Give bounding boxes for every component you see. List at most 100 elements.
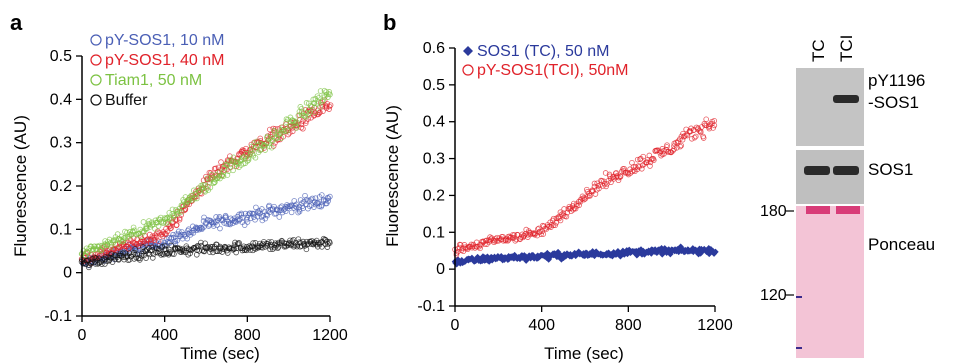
- data-point: [226, 158, 233, 165]
- data-point: [630, 167, 637, 174]
- data-point: [176, 216, 183, 223]
- data-point: [689, 135, 695, 142]
- lane-label-tc: TC: [809, 39, 828, 62]
- data-point: [193, 244, 199, 250]
- data-point: [640, 153, 646, 160]
- x-tick-label: 0: [451, 317, 460, 334]
- data-point: [244, 158, 251, 164]
- data-point: [293, 125, 300, 131]
- data-point: [647, 163, 653, 169]
- y-tick-label: 0: [63, 265, 72, 282]
- chart-b-x-label: Time (sec): [544, 344, 624, 363]
- y-tick-label: -0.1: [44, 308, 72, 325]
- data-point: [563, 213, 570, 220]
- data-point: [137, 233, 144, 240]
- data-point: [245, 155, 252, 162]
- marker-label-120: 120: [760, 287, 787, 304]
- data-point: [627, 170, 634, 176]
- data-point: [636, 164, 642, 170]
- data-point: [294, 119, 301, 126]
- legend-label: pY-SOS1, 40 nM: [105, 52, 224, 69]
- blot-py1196-band-tci: [833, 95, 859, 103]
- panel-letter-b: b: [383, 10, 396, 35]
- data-point: [326, 103, 333, 110]
- data-point: [245, 157, 252, 163]
- data-point: [296, 206, 303, 213]
- data-point: [512, 238, 519, 244]
- data-point: [457, 242, 464, 248]
- data-point: [252, 154, 259, 161]
- data-point: [190, 187, 197, 194]
- data-point: [293, 201, 300, 208]
- data-point: [259, 244, 266, 251]
- data-point: [168, 234, 175, 241]
- y-tick-label: 0.5: [50, 48, 72, 65]
- data-point: [198, 239, 204, 246]
- chart-a-x-ticks: 0 400 800 1200: [78, 316, 348, 344]
- data-point: [603, 183, 609, 190]
- y-tick-label: -0.1: [417, 298, 445, 315]
- data-point: [230, 154, 237, 161]
- data-point: [289, 128, 296, 135]
- data-point: [234, 245, 240, 251]
- data-point: [122, 234, 129, 241]
- data-point: [271, 129, 278, 135]
- data-point: [639, 165, 645, 172]
- data-point: [317, 88, 324, 94]
- data-point: [168, 225, 174, 231]
- data-point: [648, 250, 655, 257]
- data-point: [554, 248, 562, 256]
- data-point: [206, 249, 213, 255]
- data-point: [602, 170, 609, 176]
- data-point: [132, 246, 138, 252]
- data-point: [152, 245, 159, 251]
- y-tick-label: 0.1: [50, 221, 72, 238]
- data-point: [651, 157, 657, 163]
- data-point: [518, 234, 524, 240]
- data-point: [202, 244, 208, 251]
- data-point: [228, 245, 235, 251]
- data-point: [287, 237, 293, 244]
- data-point: [178, 209, 185, 215]
- data-point: [561, 206, 567, 212]
- chart-a-points: [78, 87, 334, 271]
- data-point: [244, 214, 250, 221]
- y-tick-label: 0.4: [423, 114, 445, 131]
- x-tick-label: 800: [234, 327, 261, 344]
- data-point: [130, 224, 137, 231]
- ponceau-band-tc: [806, 206, 830, 214]
- blot-label-sos1-suffix: -SOS1: [868, 93, 919, 112]
- data-point: [612, 170, 619, 177]
- data-point: [552, 222, 558, 229]
- data-point: [276, 214, 283, 220]
- data-point: [477, 245, 483, 252]
- y-tick-label: 0.5: [423, 77, 445, 94]
- data-point: [557, 217, 564, 224]
- data-point: [317, 104, 323, 110]
- data-point: [576, 202, 582, 209]
- data-point: [288, 209, 295, 216]
- chart-a-y-label: Fluorescence (AU): [11, 115, 30, 257]
- data-point: [97, 247, 104, 254]
- chart-b-y-ticks: -0.1 0 0.1 0.2 0.3 0.4 0.5 0.6: [417, 40, 455, 315]
- data-point: [315, 95, 322, 101]
- data-point: [222, 212, 229, 219]
- x-tick-label: 800: [615, 317, 642, 334]
- data-point: [207, 184, 214, 191]
- data-point: [268, 144, 275, 151]
- data-point: [227, 221, 233, 228]
- data-point: [711, 122, 718, 129]
- chart-a-legend: pY-SOS1, 10 nM pY-SOS1, 40 nM Tiam1, 50 nM…: [90, 32, 224, 109]
- chart-b-legend: SOS1 (TC), 50 nM pY-SOS1(TCI), 50nM: [462, 43, 628, 79]
- data-point: [250, 240, 256, 246]
- data-point: [326, 238, 333, 245]
- data-point: [326, 91, 332, 97]
- data-point: [168, 216, 175, 223]
- data-point: [120, 237, 127, 244]
- y-tick-label: 0: [436, 261, 445, 278]
- data-point: [534, 232, 541, 239]
- data-point: [288, 122, 294, 129]
- data-point: [194, 243, 201, 249]
- chart-a-y-ticks: -0.1 0 0.1 0.2 0.3 0.4 0.5: [44, 48, 82, 325]
